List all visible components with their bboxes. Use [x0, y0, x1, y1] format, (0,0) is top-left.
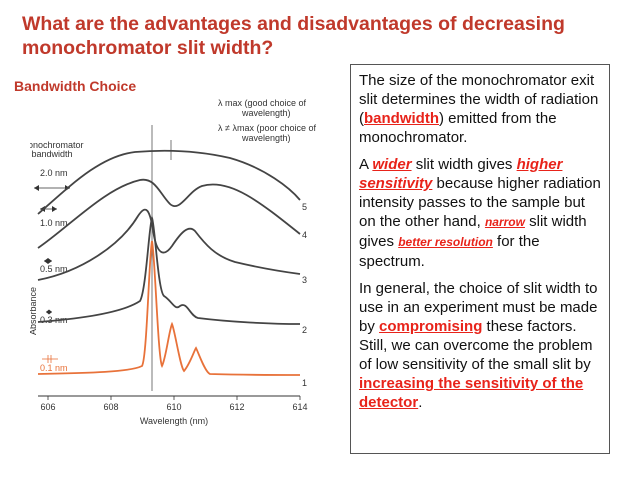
x-tick-614: 614 — [292, 402, 307, 412]
curve-2 — [37, 215, 301, 325]
text-span: because higher radiation intensity passe… — [359, 175, 601, 230]
highlight-bandwidth: bandwidth — [364, 110, 439, 127]
slide-title: What are the advantages and disadvantage… — [22, 13, 565, 59]
lambda-max-label-2: wavelength) — [241, 108, 291, 118]
x-tick-606: 606 — [40, 402, 55, 412]
slit-label-text: 2.0 nm — [40, 168, 68, 178]
lambda-max-label: λ max (good choice of — [218, 98, 307, 108]
section-subtitle: Bandwidth Choice — [14, 78, 137, 94]
highlight-wider: wider — [372, 156, 412, 173]
x-tick-612: 612 — [229, 402, 244, 412]
absorbance-spectra-figure: λ max (good choice of wavelength) λ ≠ λm… — [20, 96, 348, 436]
curve-4 — [37, 178, 301, 249]
curve-number-3: 3 — [302, 275, 307, 285]
curve-number-4: 4 — [302, 230, 307, 240]
y-axis-label: Absorbance — [30, 287, 38, 335]
x-tick-608: 608 — [103, 402, 118, 412]
slit-label-2-0: 2.0 nm — [34, 168, 70, 191]
text-span: ) emitted from the monochromator. — [359, 110, 557, 146]
text-span: In general, the choice of slit width to … — [359, 280, 598, 335]
bandwidth-header-line2: bandwidth — [31, 149, 72, 159]
highlight-better-resolution: better resolution — [398, 235, 493, 249]
slit-label-0-1: 0.1 nm — [40, 355, 68, 373]
lambda-ne-label: λ ≠ λmax (poor choice of — [218, 123, 316, 133]
text-span: A — [359, 156, 373, 173]
paragraph-compromise: In general, the choice of slit width to … — [359, 279, 602, 412]
x-tick-610: 610 — [166, 402, 181, 412]
bandwidth-header-line1: Monochromator — [30, 140, 84, 150]
curve-number-2: 2 — [302, 325, 307, 335]
paragraph-wider-narrow: A wider slit width gives higher sensitiv… — [359, 155, 602, 271]
slit-label-0-3: 0.3 nm — [40, 309, 68, 325]
curve-5 — [37, 149, 301, 215]
slit-label-text: 0.5 nm — [40, 264, 68, 274]
text-span: slit width gives — [359, 213, 587, 250]
x-axis-ticks — [47, 396, 301, 400]
x-axis-label: Wavelength (nm) — [140, 416, 208, 426]
highlight-detector-sensitivity: increasing the sensitivity of the detect… — [359, 375, 584, 411]
lambda-ne-label-2: wavelength) — [241, 133, 291, 143]
slit-label-text: 1.0 nm — [40, 218, 68, 228]
curve-1 — [37, 240, 301, 376]
text-span: for the spectrum. — [359, 233, 540, 270]
curve-number-5: 5 — [302, 202, 307, 212]
text-span: slit width gives — [411, 156, 517, 173]
paragraph-slit-size: The size of the monochromator exit slit … — [359, 71, 602, 147]
text-span: The size of the monochromator exit slit … — [359, 72, 599, 127]
curve-number-1: 1 — [302, 378, 307, 388]
highlight-compromising: compromising — [379, 318, 483, 335]
curve-3 — [37, 208, 301, 281]
slit-label-0-5: 0.5 nm — [40, 258, 68, 274]
highlight-narrow: narrow — [484, 215, 525, 229]
highlight-higher-sensitivity: higher sensitivity — [359, 156, 563, 192]
text-span: these factors. Still, we can overcome th… — [359, 318, 593, 373]
slit-label-text: 0.1 nm — [40, 363, 68, 373]
text-span: . — [418, 394, 423, 411]
explanation-textbox: The size of the monochromator exit slit … — [350, 64, 610, 454]
spectra-svg: λ max (good choice of wavelength) λ ≠ λm… — [20, 98, 316, 426]
